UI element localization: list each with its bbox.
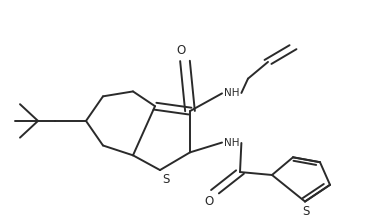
Text: O: O	[177, 44, 186, 57]
Text: S: S	[303, 206, 310, 218]
Text: NH: NH	[224, 137, 239, 148]
Text: NH: NH	[224, 88, 239, 98]
Text: S: S	[162, 173, 169, 186]
Text: O: O	[205, 195, 214, 208]
